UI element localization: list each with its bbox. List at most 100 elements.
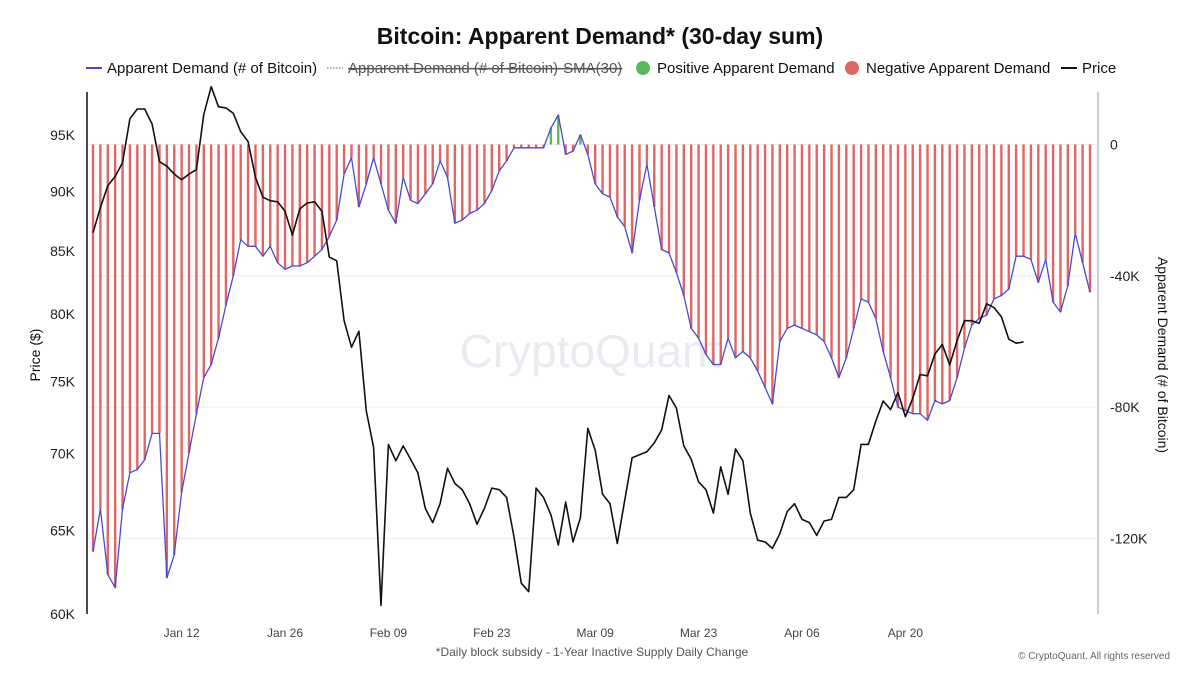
positive-demand-bar — [549, 128, 553, 145]
negative-demand-bar — [734, 144, 737, 358]
negative-demand-bar — [269, 144, 272, 247]
x-tick-label: Feb 23 — [473, 626, 511, 640]
negative-demand-bar — [409, 144, 412, 201]
negative-demand-bar — [475, 144, 479, 211]
negative-demand-bar — [209, 144, 213, 365]
negative-demand-bar — [704, 144, 708, 355]
negative-demand-bar — [601, 144, 604, 194]
negative-demand-bar — [150, 144, 154, 434]
negative-demand-bar — [867, 144, 870, 303]
legend-item[interactable]: Apparent Demand (# of Bitcoin)-SMA(30) — [327, 60, 622, 77]
negative-demand-bar — [852, 144, 855, 329]
negative-demand-bar — [224, 144, 228, 306]
price-line — [92, 85, 1024, 607]
legend-label: Negative Apparent Demand — [866, 60, 1050, 77]
legend-dot-swatch — [845, 61, 859, 75]
negative-demand-bar — [1066, 144, 1070, 286]
negative-demand-bar — [468, 144, 471, 214]
negative-demand-bar — [254, 144, 257, 247]
negative-demand-bar — [1014, 144, 1018, 257]
negative-demand-bar — [461, 144, 464, 221]
negative-demand-bar — [763, 144, 767, 388]
legend-label: Positive Apparent Demand — [657, 60, 835, 77]
negative-demand-bar — [845, 144, 848, 358]
negative-demand-bar — [830, 144, 833, 358]
x-tick-label: Mar 09 — [577, 626, 615, 640]
negative-demand-bar — [372, 144, 375, 158]
negative-demand-bar — [202, 144, 205, 378]
negative-demand-bar — [401, 144, 405, 178]
negative-demand-bar — [564, 144, 567, 155]
negative-demand-bar — [113, 144, 117, 588]
left-axis-title: Price ($) — [27, 329, 43, 382]
negative-demand-bar — [756, 144, 759, 372]
negative-demand-bar — [187, 144, 191, 454]
legend-item[interactable]: Price — [1061, 60, 1116, 77]
negative-demand-bar — [667, 144, 671, 253]
negative-demand-bar — [682, 144, 686, 296]
negative-demand-bar — [291, 144, 294, 266]
right-tick-label: -80K — [1110, 399, 1140, 415]
negative-demand-bar — [520, 144, 523, 148]
negative-demand-bar — [195, 144, 198, 414]
negative-demand-bar — [527, 144, 530, 148]
negative-demand-bar — [246, 144, 250, 247]
negative-demand-bar — [948, 144, 951, 401]
negative-demand-bar — [1051, 144, 1055, 303]
left-tick-label: 90K — [50, 183, 76, 199]
legend-item[interactable]: Positive Apparent Demand — [636, 60, 835, 77]
watermark: CryptoQuant — [460, 325, 721, 377]
negative-demand-bar — [320, 144, 324, 250]
negative-demand-bar — [379, 144, 383, 184]
negative-demand-bar — [350, 144, 353, 158]
negative-demand-bar — [608, 144, 612, 198]
negative-demand-bar — [963, 144, 966, 349]
negative-demand-bar — [719, 144, 722, 365]
x-axis-ticks: Jan 12 Jan 26 Feb 09 Feb 23 Mar 09 Mar 23 Apr … — [164, 626, 924, 640]
negative-demand-bar — [91, 144, 95, 552]
negative-demand-bar — [136, 144, 139, 470]
legend-item[interactable]: Negative Apparent Demand — [845, 60, 1050, 77]
footnote: *Daily block subsidy - 1-Year Inactive S… — [436, 645, 749, 659]
x-tick-label: Jan 12 — [164, 626, 200, 640]
legend-label: Price — [1082, 60, 1116, 77]
x-tick-label: Mar 23 — [680, 626, 718, 640]
negative-demand-bar — [955, 144, 959, 378]
negative-demand-bar — [741, 144, 745, 352]
negative-demand-bar — [918, 144, 922, 414]
left-tick-label: 85K — [50, 243, 76, 259]
negative-demand-bar — [638, 144, 641, 201]
negative-demand-bar — [283, 144, 287, 270]
x-tick-label: Feb 09 — [370, 626, 408, 640]
negative-demand-bar — [749, 144, 752, 358]
negative-demand-bar — [896, 144, 900, 408]
negative-demand-bar — [616, 144, 619, 217]
negative-demand-bar — [837, 144, 841, 378]
negative-demand-bar — [771, 144, 774, 404]
negative-demand-bar — [505, 144, 508, 161]
negative-demand-bar — [815, 144, 818, 335]
negative-demand-bar — [926, 144, 929, 421]
x-tick-label: Apr 20 — [888, 626, 924, 640]
legend-item[interactable]: Apparent Demand (# of Bitcoin) — [86, 60, 317, 77]
right-tick-label: 0 — [1110, 137, 1118, 153]
negative-demand-bar — [808, 144, 811, 332]
x-tick-label: Jan 26 — [267, 626, 303, 640]
negative-demand-bar — [1029, 144, 1033, 260]
negative-demand-bar — [1022, 144, 1025, 257]
negative-demand-bar — [874, 144, 878, 319]
legend[interactable]: Apparent Demand (# of Bitcoin) Apparent D… — [86, 60, 1116, 77]
negative-demand-bar — [1074, 144, 1077, 234]
negative-demand-bar — [497, 144, 501, 171]
left-tick-label: 65K — [50, 523, 76, 539]
right-tick-label: -120K — [1110, 530, 1148, 546]
demand-line — [92, 114, 1091, 589]
negative-demand-bar — [675, 144, 678, 273]
negative-demand-bar — [970, 144, 974, 326]
negative-demand-bar — [726, 144, 730, 339]
positive-demand-bar — [557, 114, 560, 145]
negative-demand-bar — [911, 144, 914, 414]
negative-demand-bar — [889, 144, 892, 378]
negative-demand-bar — [571, 144, 575, 152]
